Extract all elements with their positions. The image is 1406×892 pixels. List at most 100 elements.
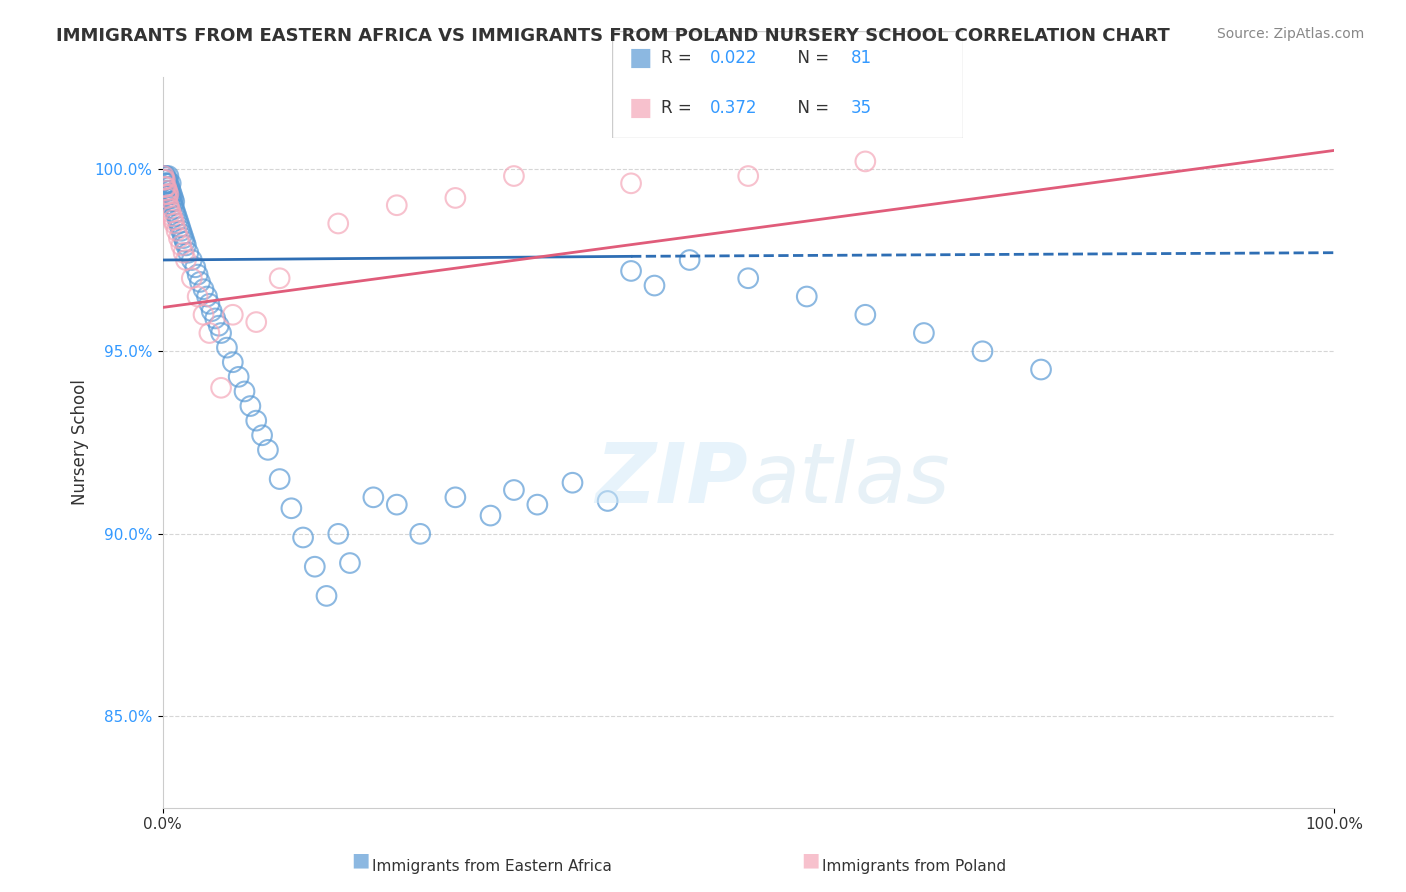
Point — [157, 198, 180, 212]
Point — [853, 154, 876, 169]
Point — [222, 355, 245, 369]
Text: R =: R = — [661, 49, 697, 67]
Point — [155, 180, 177, 194]
Text: ■: ■ — [630, 46, 652, 70]
Text: Immigrants from Poland: Immigrants from Poland — [823, 859, 1005, 874]
Point — [304, 559, 326, 574]
Point — [385, 498, 408, 512]
Point — [157, 177, 180, 191]
Point — [315, 589, 337, 603]
Point — [198, 326, 221, 340]
Point — [198, 297, 221, 311]
Point — [208, 318, 231, 333]
Point — [193, 308, 215, 322]
Text: 81: 81 — [851, 49, 872, 67]
Point — [165, 205, 187, 219]
Point — [153, 177, 176, 191]
Point — [180, 252, 202, 267]
Point — [328, 526, 350, 541]
Point — [184, 260, 207, 275]
Point — [245, 315, 267, 329]
Point — [503, 169, 526, 183]
Point — [173, 235, 195, 249]
Point — [620, 264, 643, 278]
Point — [156, 172, 179, 186]
Point — [280, 501, 302, 516]
Point — [972, 344, 994, 359]
Point — [163, 194, 186, 209]
Point — [853, 308, 876, 322]
Text: N =: N = — [787, 49, 835, 67]
Point — [155, 169, 177, 183]
Point — [174, 252, 197, 267]
Point — [159, 184, 181, 198]
Point — [162, 212, 184, 227]
Point — [912, 326, 935, 340]
Point — [269, 271, 291, 285]
Text: Immigrants from Eastern Africa: Immigrants from Eastern Africa — [373, 859, 612, 874]
Point — [737, 169, 759, 183]
Point — [170, 224, 193, 238]
Point — [159, 180, 181, 194]
Point — [173, 231, 195, 245]
Point — [159, 187, 181, 202]
Point — [620, 177, 643, 191]
Point — [187, 289, 209, 303]
Point — [385, 198, 408, 212]
Point — [796, 289, 818, 303]
Point — [152, 169, 174, 183]
Point — [153, 180, 176, 194]
Point — [166, 212, 188, 227]
Point — [156, 184, 179, 198]
Text: ■: ■ — [352, 851, 370, 870]
Text: atlas: atlas — [748, 439, 950, 519]
Text: R =: R = — [661, 99, 697, 117]
Point — [160, 209, 183, 223]
Point — [193, 282, 215, 296]
Point — [409, 526, 432, 541]
Point — [188, 275, 211, 289]
Point — [157, 184, 180, 198]
Point — [169, 220, 191, 235]
Point — [239, 399, 262, 413]
Point — [444, 191, 467, 205]
Point — [363, 491, 385, 505]
Point — [172, 227, 194, 242]
Text: N =: N = — [787, 99, 835, 117]
Point — [209, 381, 232, 395]
Point — [195, 289, 218, 303]
Point — [678, 252, 700, 267]
Point — [155, 177, 177, 191]
Point — [222, 308, 245, 322]
Text: ZIP: ZIP — [596, 439, 748, 519]
Text: Source: ZipAtlas.com: Source: ZipAtlas.com — [1216, 27, 1364, 41]
Point — [152, 169, 174, 183]
Text: 0.022: 0.022 — [710, 49, 758, 67]
Point — [233, 384, 256, 399]
Point — [479, 508, 502, 523]
Point — [245, 414, 267, 428]
Point — [153, 169, 176, 183]
Point — [503, 483, 526, 497]
Point — [155, 187, 177, 202]
Point — [162, 198, 184, 212]
Point — [209, 326, 232, 340]
Point — [160, 194, 183, 209]
Point — [187, 268, 209, 282]
Point — [339, 556, 361, 570]
Point — [215, 341, 238, 355]
Point — [1029, 362, 1052, 376]
Point — [155, 184, 177, 198]
Point — [204, 311, 226, 326]
Point — [167, 231, 190, 245]
Text: 35: 35 — [851, 99, 872, 117]
Point — [155, 172, 177, 186]
Point — [152, 172, 174, 186]
Point — [444, 491, 467, 505]
Text: ■: ■ — [630, 96, 652, 120]
Point — [166, 224, 188, 238]
Point — [561, 475, 583, 490]
Point — [156, 191, 179, 205]
Point — [292, 531, 315, 545]
Point — [228, 369, 250, 384]
